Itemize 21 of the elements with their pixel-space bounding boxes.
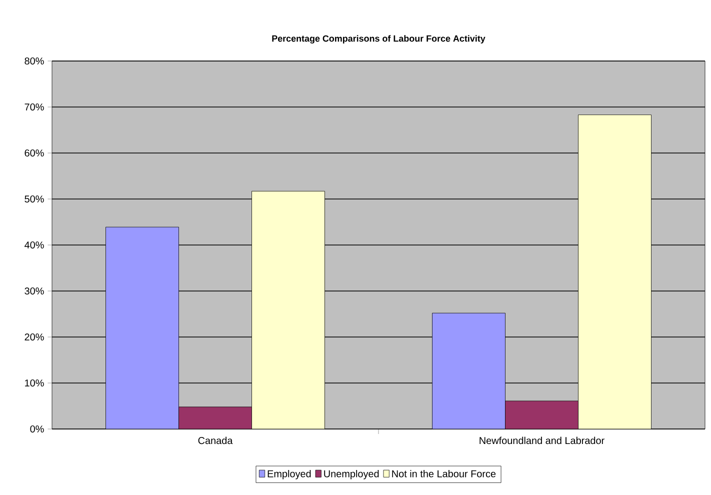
y-tick-label: 0% (30, 425, 44, 433)
bar (106, 226, 179, 429)
legend-label: Employed (268, 470, 311, 480)
y-tick-label: 20% (24, 333, 44, 341)
y-tick-label: 40% (24, 241, 44, 249)
bar (252, 190, 325, 429)
bar (432, 312, 506, 429)
x-tick-label: Newfoundland and Labrador (480, 436, 604, 444)
y-tick-label: 60% (24, 149, 44, 157)
y-tick-label: 10% (25, 379, 44, 387)
chart-title: Percentage Comparisons of Labour Force Activity (272, 35, 486, 44)
legend-label: Not in the Labour Force (392, 470, 496, 478)
bar (578, 114, 652, 429)
x-tick-label: Canada (198, 436, 233, 444)
legend-label: Unemployed (324, 470, 379, 480)
bar (178, 406, 252, 429)
y-tick-label: 30% (24, 287, 44, 295)
y-tick-label: 80% (24, 57, 44, 65)
bar (505, 400, 578, 429)
y-tick-label: 50% (24, 195, 44, 203)
y-tick-label: 70% (24, 103, 44, 111)
